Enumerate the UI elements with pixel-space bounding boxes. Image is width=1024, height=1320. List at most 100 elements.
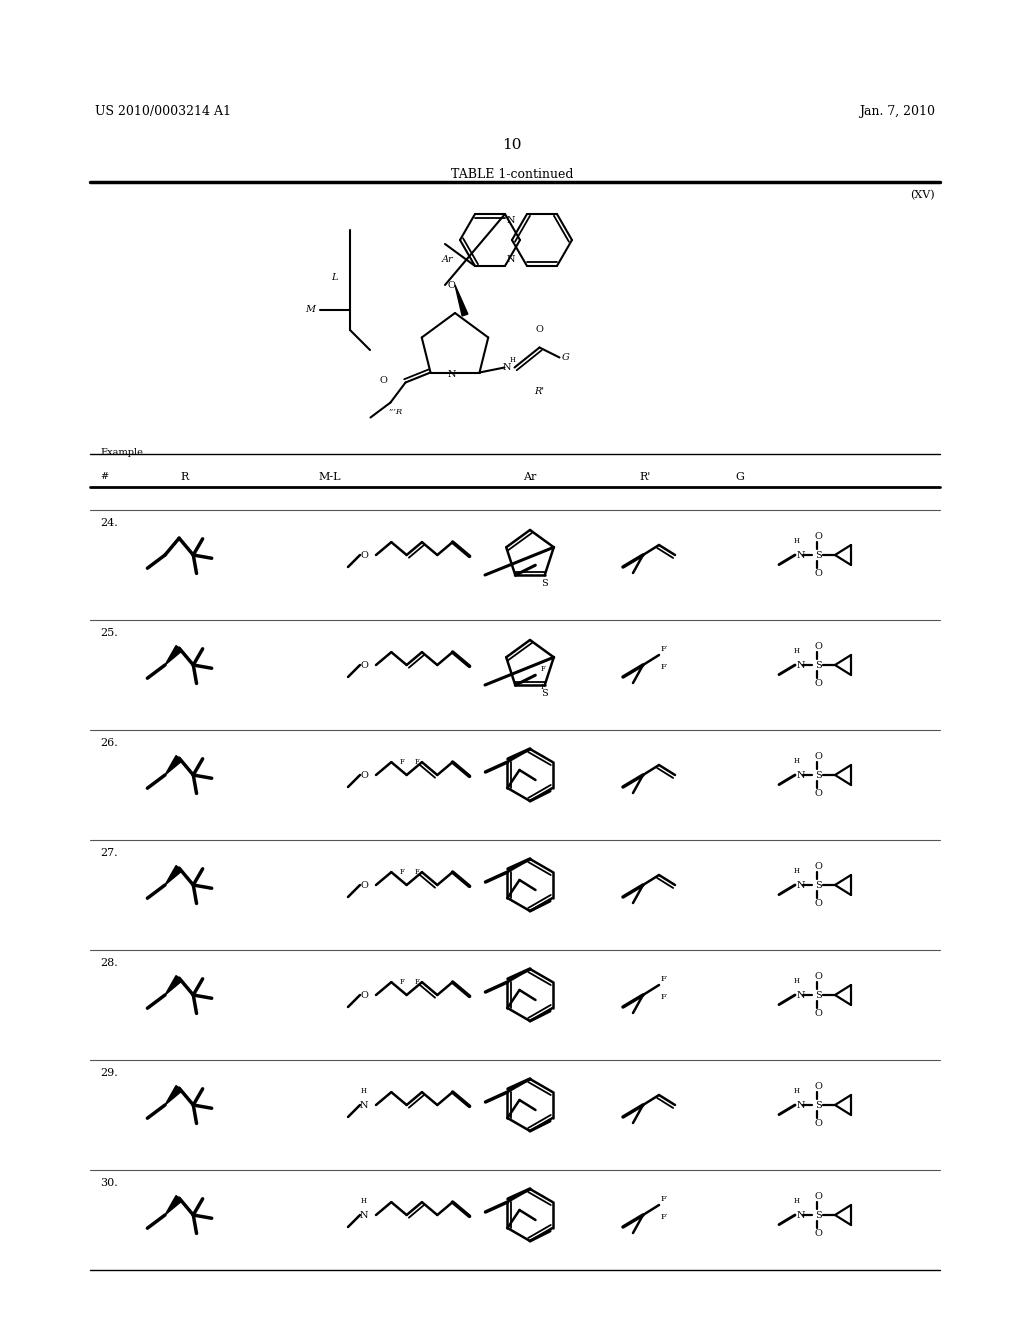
Text: H: H [794,867,800,875]
Text: N: N [797,550,806,560]
Text: (XV): (XV) [910,190,935,201]
Text: F: F [662,993,667,1001]
Polygon shape [165,866,182,884]
Text: N: N [447,370,457,379]
Polygon shape [165,755,182,775]
Text: 27.: 27. [100,847,118,858]
Text: N: N [797,771,806,780]
Polygon shape [165,1196,182,1214]
Text: O: O [360,660,368,669]
Text: 10: 10 [502,139,522,152]
Text: O: O [814,569,822,578]
Text: O: O [536,325,544,334]
Text: N: N [797,1210,806,1220]
Text: N: N [797,660,806,669]
Text: G: G [561,352,569,362]
Text: F: F [662,975,667,983]
Text: G: G [735,473,744,482]
Text: O: O [814,789,822,799]
Text: M-L: M-L [318,473,341,482]
Text: H: H [510,355,515,363]
Text: F: F [662,663,667,671]
Text: N: N [797,880,806,890]
Text: Ar: Ar [441,256,453,264]
Text: R': R' [639,473,650,482]
Text: 30.: 30. [100,1177,118,1188]
Text: F: F [415,758,420,766]
Text: S: S [815,990,821,999]
Text: O: O [360,990,368,999]
Text: O: O [814,899,822,908]
Text: 25.: 25. [100,628,118,638]
Text: 29.: 29. [100,1068,118,1078]
Text: O: O [447,281,455,289]
Text: TABLE 1-continued: TABLE 1-continued [451,168,573,181]
Polygon shape [165,645,182,665]
Text: S: S [815,660,821,669]
Text: H: H [794,756,800,766]
Text: O: O [814,1229,822,1238]
Text: N: N [797,1101,806,1110]
Text: O: O [814,972,822,981]
Text: 24.: 24. [100,517,118,528]
Text: N: N [359,1101,369,1110]
Text: F: F [415,869,420,876]
Text: S: S [542,579,548,589]
Text: F: F [541,665,545,673]
Text: H: H [794,1197,800,1205]
Text: O: O [814,862,822,871]
Text: O: O [814,1119,822,1129]
Text: R: R [181,473,189,482]
Text: H: H [361,1086,367,1096]
Text: S: S [542,689,548,698]
Text: F: F [400,978,404,986]
Text: R': R' [535,388,545,396]
Text: O: O [360,771,368,780]
Text: H: H [794,1086,800,1096]
Text: 28.: 28. [100,958,118,968]
Text: F: F [662,645,667,653]
Text: S: S [815,1210,821,1220]
Text: O: O [814,1082,822,1092]
Text: O: O [360,880,368,890]
Text: Jan. 7, 2010: Jan. 7, 2010 [859,106,935,117]
Text: O: O [814,678,822,688]
Text: Example: Example [100,447,143,457]
Text: S: S [815,771,821,780]
Text: O: O [814,532,822,541]
Text: N: N [507,255,515,264]
Text: ’’’R: ’’’R [388,408,402,416]
Text: H: H [361,1197,367,1205]
Text: F: F [400,758,404,766]
Text: S: S [815,880,821,890]
Text: F: F [541,684,545,692]
Polygon shape [455,285,468,315]
Text: O: O [360,550,368,560]
Text: F: F [662,1195,667,1203]
Text: N: N [797,990,806,999]
Text: H: H [794,647,800,655]
Text: H: H [794,977,800,985]
Text: US 2010/0003214 A1: US 2010/0003214 A1 [95,106,231,117]
Text: #: # [100,473,109,480]
Text: L: L [332,273,338,282]
Text: O: O [814,1192,822,1201]
Text: F: F [662,1213,667,1221]
Text: O: O [814,642,822,651]
Polygon shape [165,975,182,995]
Text: O: O [814,752,822,762]
Text: N: N [507,216,515,224]
Text: N: N [359,1210,369,1220]
Text: O: O [814,1008,822,1018]
Text: O: O [380,376,387,385]
Text: M: M [305,305,315,314]
Text: S: S [815,1101,821,1110]
Text: F: F [400,869,404,876]
Text: 26.: 26. [100,738,118,748]
Text: S: S [815,550,821,560]
Text: F: F [415,978,420,986]
Text: H: H [794,537,800,545]
Text: Ar: Ar [523,473,537,482]
Text: N: N [502,363,511,372]
Polygon shape [165,1085,182,1105]
